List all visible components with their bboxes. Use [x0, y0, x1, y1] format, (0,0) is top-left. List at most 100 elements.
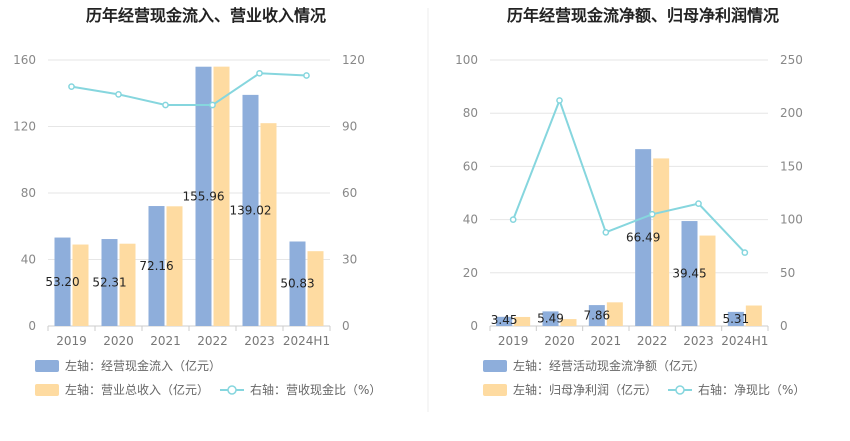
right-left-tick-label: 40 — [463, 213, 478, 227]
right-line-point — [602, 229, 610, 236]
left-line-point — [162, 101, 169, 109]
right-right-tick-label: 50 — [780, 266, 795, 280]
left-data-label: 53.20 — [45, 275, 79, 289]
left-bar-primary — [101, 239, 118, 326]
right-x-tick-label: 2022 — [637, 334, 668, 348]
left-legend-swatch-2 — [35, 384, 59, 396]
left-line-point — [209, 101, 216, 109]
right-data-label: 39.45 — [672, 267, 706, 281]
left-left-tick-label: 120 — [13, 120, 36, 134]
left-data-label: 155.96 — [183, 189, 225, 203]
left-data-label: 52.31 — [92, 276, 126, 290]
right-bar-primary — [681, 221, 698, 326]
right-x-tick-label: 2024H1 — [721, 334, 768, 348]
left-right-tick-label: 0 — [342, 319, 350, 333]
left-bar-secondary — [72, 244, 89, 326]
left-right-tick-label: 30 — [342, 253, 357, 267]
left-x-tick-label: 2024H1 — [283, 334, 330, 348]
right-legend-label-2: 左轴：归母净利润（亿元） — [513, 382, 657, 397]
right-bar-secondary — [699, 235, 716, 326]
right-line-point — [741, 249, 749, 256]
right-legend-label-1: 左轴：经营活动现金流净额（亿元） — [513, 358, 705, 373]
left-legend-swatch-1 — [35, 360, 59, 372]
left-bar-primary — [195, 66, 212, 327]
right-line-series — [512, 97, 746, 254]
chart-panel-right: 0 20 40 60 80 100 0 50 100 150 200 250 2019 2020 2021 2… — [455, 53, 805, 397]
left-line-series — [71, 72, 307, 106]
right-right-tick-label: 250 — [780, 53, 803, 67]
left-line-point — [68, 83, 75, 90]
left-legend-marker-3 — [227, 385, 237, 395]
left-left-tick-label: 80 — [21, 186, 36, 200]
right-line-point — [509, 216, 517, 223]
left-bar-primary — [148, 206, 165, 326]
left-legend-label-1: 左轴：经营现金流入（亿元） — [65, 358, 221, 373]
left-bar-secondary — [213, 66, 230, 327]
right-left-tick-label: 80 — [463, 106, 478, 120]
right-bar-secondary — [606, 302, 623, 326]
right-left-tick-label: 60 — [463, 159, 478, 173]
chart-panel-left: 0 40 80 120 160 0 30 60 90 120 2019 2020 2021 2022 202… — [13, 53, 381, 397]
left-bar-primary — [54, 237, 71, 326]
left-x-tick-label: 2023 — [244, 334, 275, 348]
right-bar-secondary — [514, 316, 531, 326]
right-right-tick-label: 100 — [780, 213, 803, 227]
left-legend-label-2: 左轴：营业总收入（亿元） — [65, 382, 209, 397]
right-legend-swatch-2 — [483, 384, 507, 396]
left-line-point — [256, 69, 263, 77]
right-bar-secondary — [560, 319, 577, 326]
left-x-tick-label: 2019 — [56, 334, 87, 348]
right-x-tick-label: 2020 — [544, 334, 575, 348]
left-x-tick-label: 2021 — [150, 334, 181, 348]
right-right-tick-label: 0 — [780, 319, 788, 333]
right-legend-marker-3 — [675, 385, 685, 395]
left-bar-secondary — [119, 243, 136, 326]
left-right-tick-label: 90 — [342, 120, 357, 134]
right-data-label: 5.31 — [722, 312, 749, 326]
right-data-label: 3.45 — [491, 313, 518, 327]
left-data-label: 72.16 — [139, 259, 173, 273]
right-line-point — [556, 97, 563, 104]
left-data-label: 139.02 — [230, 203, 272, 217]
right-bar-primary — [588, 305, 605, 326]
right-bar-primary — [496, 316, 513, 326]
right-left-tick-label: 100 — [455, 53, 478, 67]
right-bar-primary — [542, 311, 559, 326]
left-bar-primary — [242, 94, 259, 327]
right-legend-swatch-1 — [483, 360, 507, 372]
right-bar-secondary — [745, 305, 762, 326]
right-legend-label-3: 右轴：净现比（%） — [698, 382, 805, 397]
left-line-point — [303, 72, 310, 79]
left-right-tick-label: 120 — [342, 53, 365, 67]
right-data-label: 5.49 — [537, 312, 564, 326]
left-bar-secondary — [166, 206, 183, 326]
left-x-tick-label: 2020 — [103, 334, 134, 348]
right-x-tick-label: 2019 — [498, 334, 529, 348]
right-right-tick-label: 200 — [780, 106, 803, 120]
left-left-tick-label: 40 — [21, 253, 36, 267]
right-data-label: 7.86 — [583, 309, 610, 323]
left-left-tick-label: 0 — [28, 319, 36, 333]
left-left-tick-label: 160 — [13, 53, 36, 67]
left-bar-secondary — [260, 123, 277, 326]
right-left-tick-label: 0 — [470, 319, 478, 333]
left-data-label: 50.83 — [280, 277, 314, 291]
chart-title-left: 历年经营现金流入、营业收入情况 — [86, 6, 326, 25]
chart-title-right: 历年经营现金流净额、归母净利润情况 — [507, 6, 779, 25]
right-x-tick-label: 2023 — [683, 334, 714, 348]
right-right-tick-label: 150 — [780, 159, 803, 173]
right-x-tick-label: 2021 — [591, 334, 622, 348]
right-line-point — [648, 210, 656, 218]
right-line-point — [695, 200, 702, 207]
right-left-tick-label: 20 — [463, 266, 478, 280]
left-legend-label-3: 右轴：营收现金比（%） — [250, 382, 381, 397]
left-bar-secondary — [307, 251, 324, 326]
right-bar-primary — [635, 149, 652, 326]
left-right-tick-label: 60 — [342, 186, 357, 200]
right-bar-secondary — [653, 158, 670, 326]
left-line-point — [115, 91, 122, 98]
right-bar-primary — [727, 311, 744, 326]
left-bar-primary — [289, 241, 306, 326]
right-data-label: 66.49 — [626, 231, 660, 245]
